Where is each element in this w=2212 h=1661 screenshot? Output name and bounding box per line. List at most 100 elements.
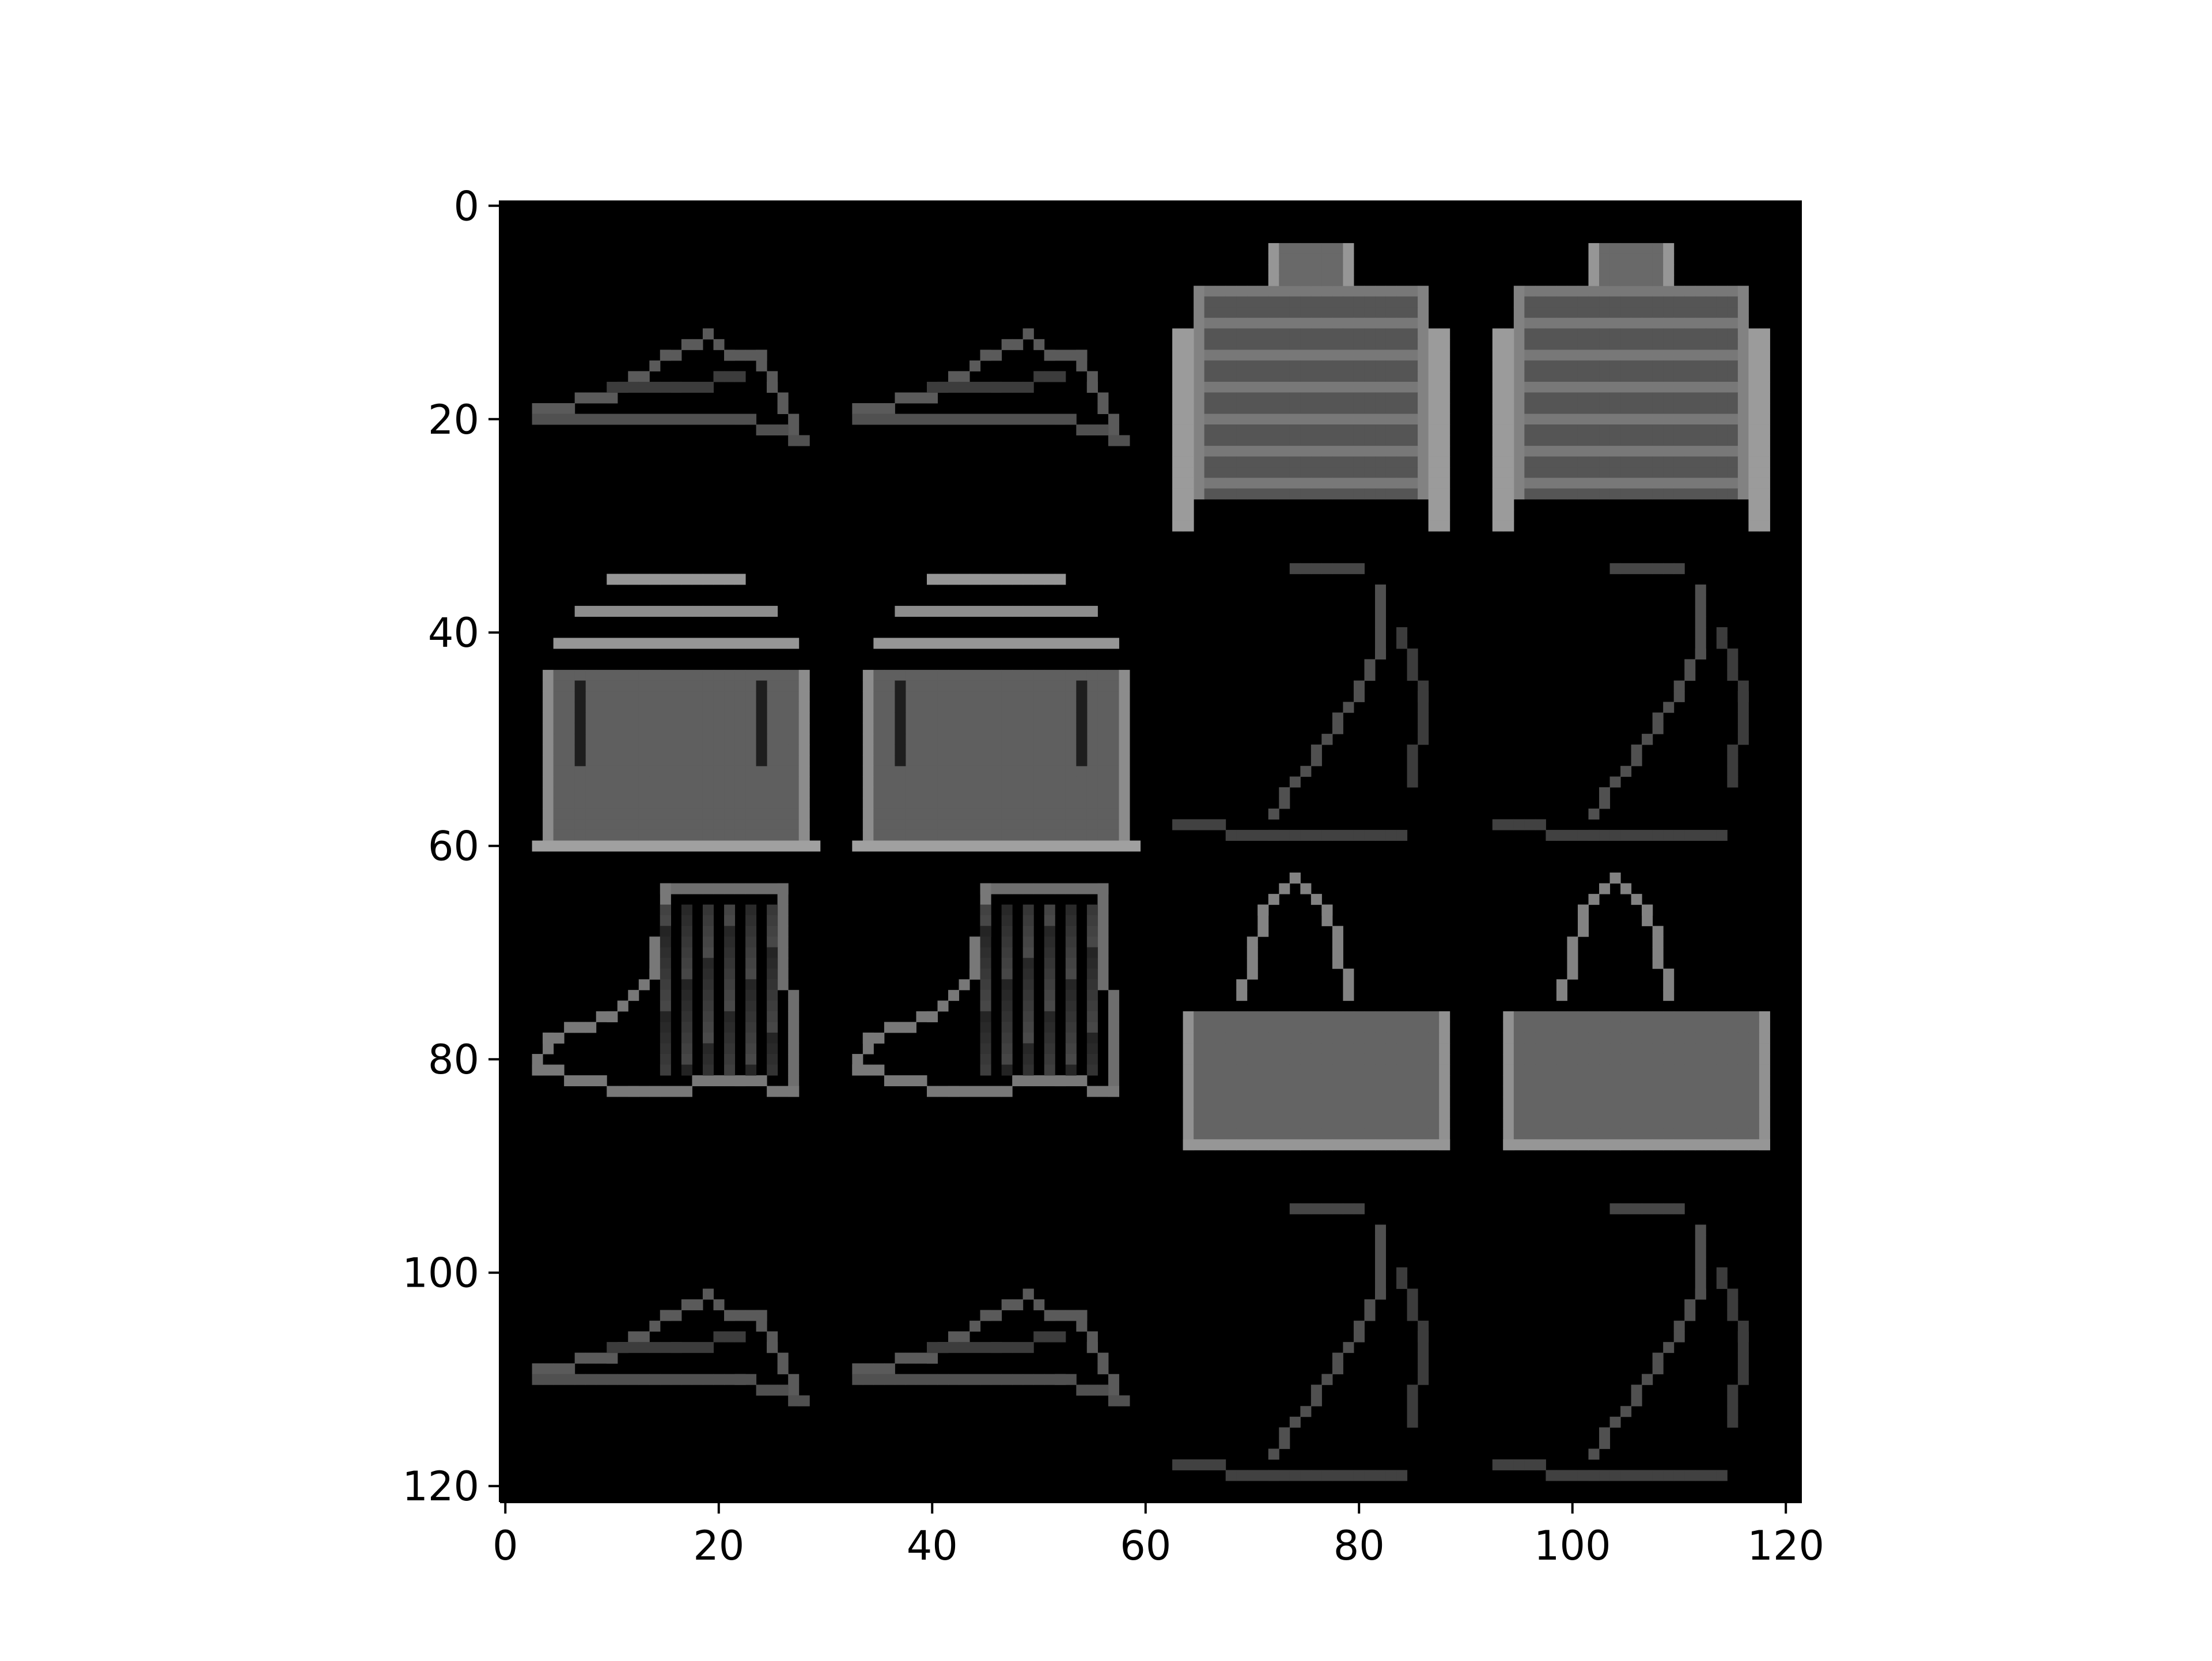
fill-pixel — [1012, 808, 1024, 820]
fill-pixel — [607, 670, 618, 681]
outline-pixel — [1086, 840, 1098, 852]
outline-pixel — [788, 1064, 800, 1076]
fill-pixel — [1055, 787, 1066, 798]
fill-pixel — [1215, 456, 1226, 468]
fill-pixel — [1748, 1032, 1760, 1044]
fill-pixel — [1492, 446, 1503, 457]
fill-pixel — [1631, 360, 1642, 371]
fill-pixel — [1759, 360, 1770, 371]
fill-pixel — [1279, 467, 1290, 479]
outline-pixel — [1343, 1139, 1354, 1151]
fill-pixel — [1673, 381, 1685, 393]
fill-pixel — [1599, 264, 1611, 276]
fill-pixel — [1215, 360, 1226, 371]
fill-pixel — [1194, 424, 1205, 436]
fill-pixel — [745, 819, 757, 830]
fill-pixel — [1055, 808, 1066, 820]
fill-pixel — [1321, 339, 1333, 350]
outline-pixel — [649, 1086, 661, 1097]
fill-pixel — [1620, 1032, 1632, 1044]
fill-pixel — [649, 787, 661, 798]
fill-pixel — [1513, 328, 1525, 340]
fill-pixel — [1001, 712, 1013, 724]
fill-pixel — [1086, 958, 1098, 969]
fill-pixel — [692, 723, 703, 734]
fill-pixel — [1022, 744, 1034, 756]
fill-pixel — [1310, 1086, 1322, 1097]
fill-pixel — [884, 670, 895, 681]
fill-pixel — [1001, 1053, 1013, 1065]
fill-pixel — [638, 776, 650, 788]
fill-pixel — [1577, 403, 1589, 414]
outline-pixel — [1706, 1470, 1717, 1481]
fill-pixel — [543, 755, 554, 767]
fill-pixel — [1044, 701, 1055, 713]
fill-pixel — [1673, 350, 1685, 361]
fill-pixel — [713, 765, 725, 777]
fill-pixel — [1652, 1075, 1664, 1087]
fill-pixel — [1663, 296, 1675, 308]
outline-pixel — [948, 1374, 960, 1385]
fill-pixel — [1492, 350, 1503, 361]
fill-pixel — [1663, 1032, 1675, 1044]
outline-pixel — [734, 350, 746, 361]
fill-pixel — [1332, 424, 1343, 436]
fill-pixel — [596, 808, 607, 820]
outline-pixel — [1418, 701, 1429, 713]
fill-pixel — [1642, 414, 1653, 425]
outline-pixel — [574, 680, 586, 692]
fill-pixel — [1236, 1075, 1248, 1087]
outline-pixel — [895, 840, 906, 852]
fill-pixel — [1535, 328, 1546, 340]
fill-pixel — [1268, 317, 1279, 329]
fill-pixel — [1652, 350, 1664, 361]
outline-pixel — [916, 840, 927, 852]
fill-pixel — [1385, 467, 1397, 479]
fill-pixel — [1108, 755, 1119, 767]
fill-pixel — [1172, 424, 1184, 436]
fill-pixel — [1086, 1053, 1098, 1065]
fill-pixel — [1503, 339, 1514, 350]
fill-pixel — [1407, 307, 1418, 318]
fill-pixel — [1428, 350, 1440, 361]
outline-pixel — [1012, 883, 1024, 894]
fill-pixel — [1310, 253, 1322, 265]
outline-pixel — [681, 1342, 692, 1353]
fill-pixel — [745, 1000, 757, 1012]
fill-pixel — [1577, 1118, 1589, 1129]
fill-pixel — [1119, 819, 1130, 830]
outline-pixel — [1012, 381, 1024, 393]
outline-pixel — [1375, 638, 1387, 649]
fill-pixel — [553, 691, 565, 703]
fill-pixel — [1535, 360, 1546, 371]
fill-pixel — [543, 819, 554, 830]
fill-pixel — [553, 723, 565, 734]
fill-pixel — [617, 776, 628, 788]
fill-pixel — [1044, 680, 1055, 692]
outline-pixel — [1418, 680, 1429, 692]
fill-pixel — [660, 776, 671, 788]
fill-pixel — [724, 776, 736, 788]
fill-pixel — [692, 765, 703, 777]
fill-pixel — [1631, 1053, 1642, 1065]
fill-pixel — [660, 958, 671, 969]
outline-pixel — [980, 894, 991, 905]
fill-pixel — [1609, 435, 1621, 446]
fill-pixel — [1588, 328, 1600, 340]
fill-pixel — [1695, 1107, 1706, 1118]
fill-pixel — [1759, 477, 1770, 489]
outline-pixel — [1086, 1331, 1098, 1343]
fill-pixel — [1225, 350, 1237, 361]
outline-pixel — [1716, 1470, 1728, 1481]
outline-pixel — [1695, 638, 1706, 649]
fill-pixel — [1353, 435, 1365, 446]
fill-pixel — [1001, 1043, 1013, 1055]
fill-pixel — [1279, 435, 1290, 446]
fill-pixel — [713, 680, 725, 692]
fill-pixel — [1215, 381, 1226, 393]
fill-pixel — [1620, 467, 1632, 479]
outline-pixel — [1332, 723, 1343, 734]
fill-pixel — [596, 765, 607, 777]
fill-pixel — [1748, 510, 1760, 521]
fill-pixel — [1727, 339, 1738, 350]
